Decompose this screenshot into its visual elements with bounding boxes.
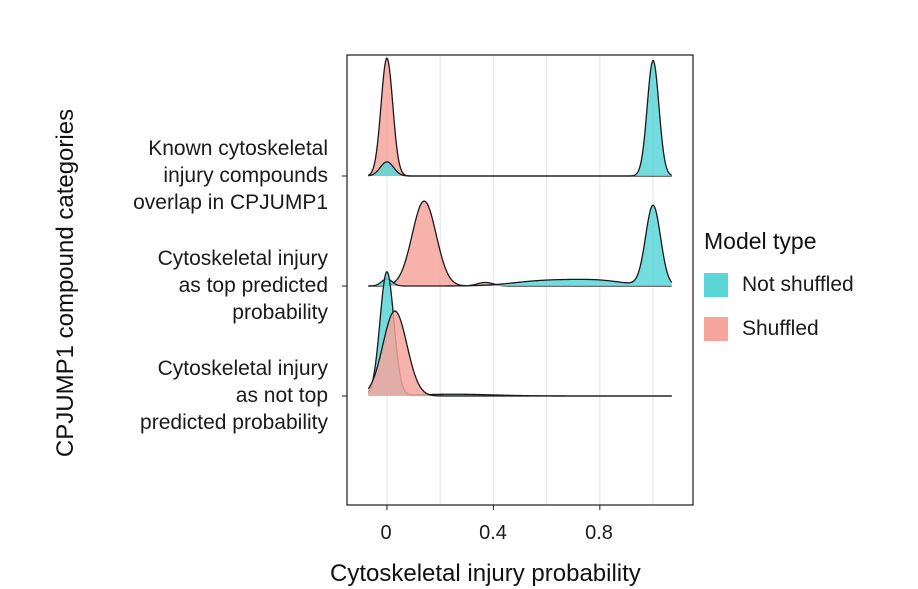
legend-label: Not shuffled (742, 273, 854, 296)
x-tick-label: 0.4 (479, 522, 507, 544)
ridge-fill-top-not-shuffled (368, 205, 672, 286)
legend-label: Shuffled (742, 317, 819, 340)
ridge-fill-top-shuffled (368, 201, 672, 286)
ridge-fill-known-not-shuffled (368, 60, 672, 176)
legend-title: Model type (704, 228, 817, 254)
x-tick-label: 0 (380, 522, 392, 544)
category-label-line: probability (232, 301, 328, 324)
ridge-outline-known-not-shuffled (368, 59, 673, 177)
category-label-line: Known cytoskeletal (148, 137, 328, 160)
legend-swatch-shuffled (704, 317, 728, 341)
category-label-line: as not top (235, 384, 328, 407)
category-label-line: Cytoskeletal injury (157, 247, 328, 270)
category-label-not-top: Cytoskeletal injury as not top predicted… (28, 355, 328, 436)
y-axis-title: CPJUMP1 compound categories (52, 108, 79, 458)
legend-item-not-shuffled: Not shuffled (704, 263, 854, 307)
category-label-line: Cytoskeletal injury (157, 357, 328, 380)
category-label-line: overlap in CPJUMP1 (133, 191, 328, 214)
x-axis-title: Cytoskeletal injury probability (330, 560, 641, 587)
ridge-outline-known-shuffled (367, 57, 672, 177)
legend-item-shuffled: Shuffled (704, 307, 854, 351)
legend-swatch-not-shuffled (704, 273, 728, 297)
category-label-known: Known cytoskeletal injury compounds over… (28, 135, 328, 216)
ridge-outline-top-not-shuffled (368, 204, 673, 287)
tick-layer (342, 175, 601, 510)
ridge-layer (367, 57, 673, 397)
ridge-fill-not_top-shuffled (368, 311, 672, 396)
category-label-line: predicted probability (140, 411, 328, 434)
category-label-line: injury compounds (163, 164, 328, 187)
ridge-fill-known-shuffled (368, 58, 672, 177)
ridge-outline-not_top-shuffled (367, 310, 672, 397)
plot-border (346, 54, 694, 506)
category-label-line: as top predicted (178, 274, 328, 297)
legend: Model type Not shuffled Shuffled (704, 228, 854, 351)
x-tick-label: 0.8 (585, 522, 613, 544)
category-label-top: Cytoskeletal injury as top predicted pro… (28, 245, 328, 326)
